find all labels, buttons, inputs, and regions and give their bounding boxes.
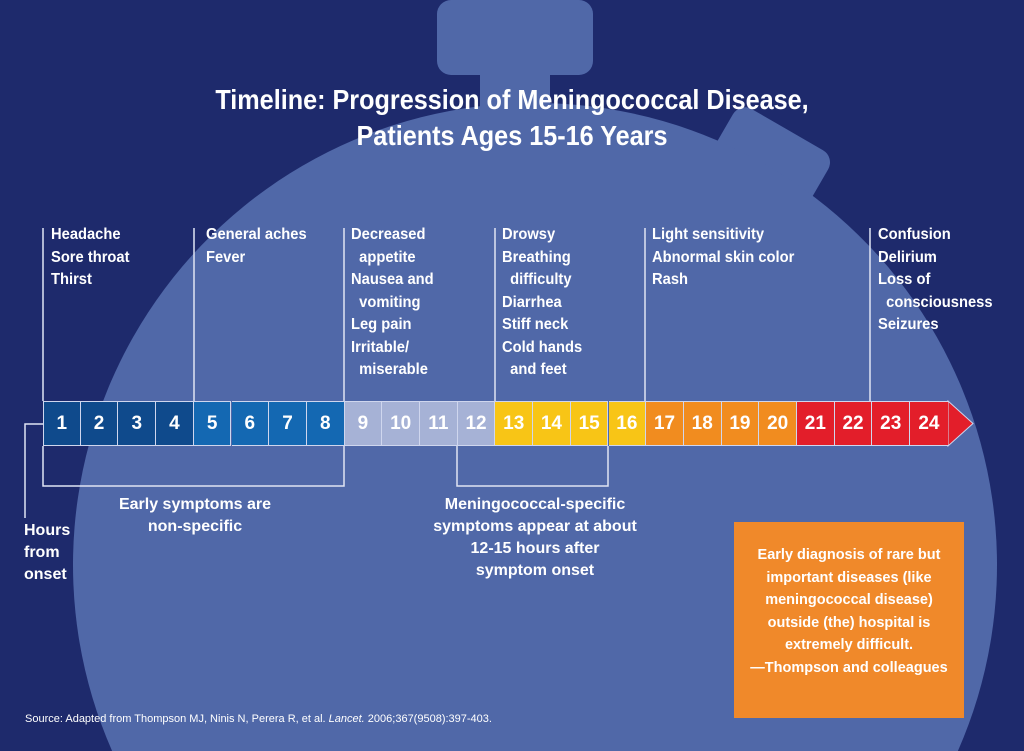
axis-label: Hours from onset bbox=[24, 522, 71, 583]
source-text: Source: Adapted from Thompson MJ, Ninis … bbox=[25, 713, 329, 725]
source-journal: Lancet. bbox=[328, 713, 365, 725]
hour-cell-8: 8 bbox=[306, 401, 345, 446]
hour-cell-20: 20 bbox=[759, 401, 797, 446]
title-line-1: Timeline: Progression of Meningococcal D… bbox=[215, 84, 809, 115]
title-line-2: Patients Ages 15-16 Years bbox=[356, 120, 668, 151]
symptoms-hours-23-24: Confusion Delirium Loss of consciousness… bbox=[878, 226, 993, 333]
hour-cell-12: 12 bbox=[457, 401, 496, 446]
hour-cell-14: 14 bbox=[533, 401, 571, 446]
source-details: 2006;367(9508):397-403. bbox=[364, 713, 492, 725]
hour-cell-3: 3 bbox=[118, 401, 157, 446]
page-title: Timeline: Progression of Meningococcal D… bbox=[51, 82, 973, 154]
hour-cell-24: 24 bbox=[910, 401, 948, 446]
hour-cell-5: 5 bbox=[193, 401, 232, 446]
hour-cell-9: 9 bbox=[344, 401, 383, 446]
symptoms-hours-5-8: General aches Fever bbox=[206, 226, 307, 266]
hour-cell-4: 4 bbox=[156, 401, 194, 446]
hour-cell-10: 10 bbox=[382, 401, 420, 446]
specific-symptoms-note: Meningococcal-specific symptoms appear a… bbox=[433, 496, 637, 579]
hour-cell-22: 22 bbox=[834, 401, 873, 446]
symptoms-hours-17-22: Light sensitivity Abnormal skin color Ra… bbox=[652, 226, 795, 288]
symptoms-hours-9-12: Decreased appetite Nausea and vomiting L… bbox=[351, 226, 434, 378]
hour-cell-17: 17 bbox=[646, 401, 684, 446]
hour-cell-21: 21 bbox=[797, 401, 835, 446]
quote-text: Early diagnosis of rare but important di… bbox=[750, 547, 948, 676]
early-symptoms-note: Early symptoms are non-specific bbox=[118, 496, 272, 535]
hour-cell-15: 15 bbox=[570, 401, 609, 446]
connector-lines bbox=[24, 228, 871, 518]
hour-cell-18: 18 bbox=[683, 401, 722, 446]
timeline-arrow-tip bbox=[947, 399, 974, 448]
symptoms-hours-1-4: Headache Sore throat Thirst bbox=[51, 226, 130, 288]
stopwatch-stem bbox=[437, 0, 593, 75]
quote-box: Early diagnosis of rare but important di… bbox=[734, 522, 964, 718]
source-citation: Source: Adapted from Thompson MJ, Ninis … bbox=[25, 713, 492, 725]
hour-cell-23: 23 bbox=[872, 401, 911, 446]
hour-cell-13: 13 bbox=[495, 401, 534, 446]
stopwatch-knob bbox=[709, 107, 831, 213]
hour-cell-2: 2 bbox=[80, 401, 119, 446]
symptoms-hours-13-16: Drowsy Breathing difficulty Diarrhea Sti… bbox=[502, 226, 583, 378]
hour-cell-19: 19 bbox=[721, 401, 760, 446]
hour-cell-11: 11 bbox=[420, 401, 458, 446]
hour-cell-1: 1 bbox=[43, 401, 81, 446]
hour-cell-7: 7 bbox=[269, 401, 307, 446]
hour-cell-6: 6 bbox=[231, 401, 270, 446]
hour-cell-16: 16 bbox=[608, 401, 647, 446]
